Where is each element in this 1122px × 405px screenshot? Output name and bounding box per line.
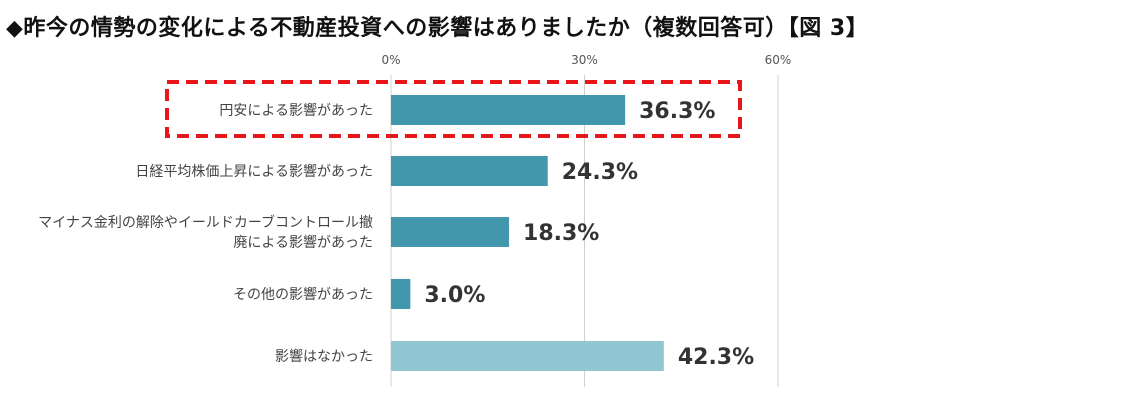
category-label: 円安による影響があった (219, 102, 373, 119)
category-label: 影響はなかった (275, 348, 373, 365)
data-label: 42.3% (678, 345, 754, 370)
category-label: その他の影響があった (233, 286, 373, 303)
category-label: 廃による影響があった (233, 234, 373, 251)
category-label: 日経平均株価上昇による影響があった (135, 163, 373, 180)
x-tick-label: 60% (765, 53, 792, 67)
highlight-box (165, 80, 742, 138)
data-label: 24.3% (562, 160, 638, 185)
data-label: 18.3% (523, 221, 599, 246)
chart-title: ◆昨今の情勢の変化による不動産投資への影響はありましたか（複数回答可）【図 3】 (6, 16, 869, 41)
category-label: マイナス金利の解除やイールドカーブコントロール撤 (38, 214, 373, 231)
bar (391, 217, 510, 247)
bar (391, 279, 411, 309)
bar (391, 156, 548, 186)
data-label: 3.0% (424, 283, 485, 308)
x-tick-label: 0% (381, 53, 400, 67)
x-tick-label: 30% (571, 53, 598, 67)
bar (391, 95, 626, 125)
data-label: 36.3% (639, 99, 715, 124)
bar (391, 341, 664, 371)
